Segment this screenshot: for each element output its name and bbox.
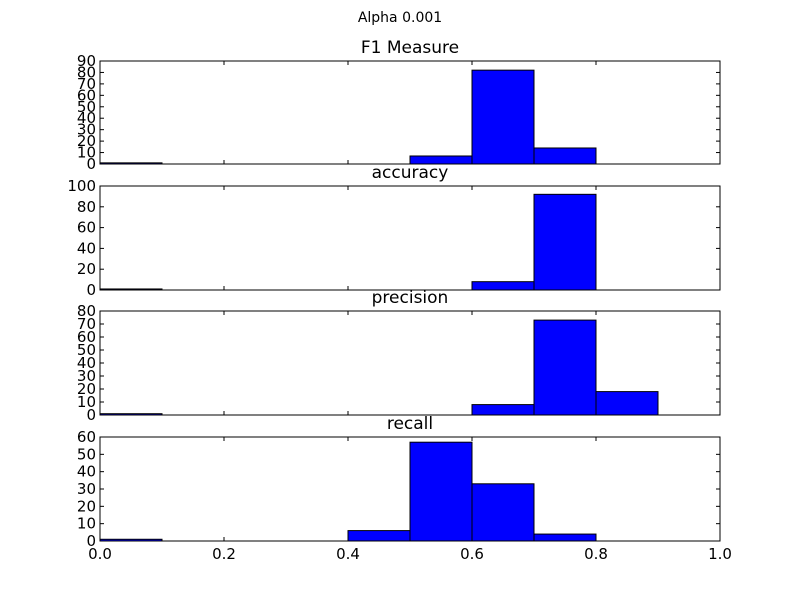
x-tick-label: 1.0: [708, 545, 732, 563]
histogram-bar: [347, 530, 411, 542]
y-tick-label: 40: [77, 463, 96, 481]
y-tick-label: 0: [86, 532, 96, 550]
y-tick-label: 30: [77, 121, 96, 139]
y-tick-label: 10: [77, 144, 96, 162]
y-tick-label: 20: [77, 132, 96, 150]
panel-title: F1 Measure: [361, 38, 459, 58]
y-tick-label: 50: [77, 341, 96, 359]
histogram-bar: [409, 441, 473, 542]
y-tick-label: 30: [77, 367, 96, 385]
y-tick-label: 0: [86, 281, 96, 299]
histogram-bar: [471, 281, 535, 291]
y-tick-label: 80: [77, 302, 96, 320]
x-tick-label: 0.6: [460, 545, 484, 563]
histogram-bar: [471, 404, 535, 416]
panel-title: precision: [372, 288, 449, 308]
panel-title: accuracy: [372, 163, 449, 183]
panel-title: recall: [387, 414, 433, 434]
y-tick-label: 20: [77, 260, 96, 278]
y-tick-label: 40: [77, 239, 96, 257]
y-tick-label: 50: [77, 98, 96, 116]
x-tick-label: 0.4: [336, 545, 360, 563]
y-tick-label: 10: [77, 515, 96, 533]
y-tick-label: 0: [86, 406, 96, 424]
y-tick-label: 20: [77, 380, 96, 398]
y-tick-label: 80: [77, 198, 96, 216]
figure-suptitle: Alpha 0.001: [357, 10, 443, 26]
axes-frame: [99, 60, 721, 165]
x-tick-label: 0.2: [212, 545, 236, 563]
histogram-bar: [595, 391, 659, 416]
histogram-bar: [471, 69, 535, 165]
axes-frame: [99, 185, 721, 291]
y-tick-label: 60: [77, 219, 96, 237]
y-tick-label: 60: [77, 86, 96, 104]
y-tick-label: 60: [77, 428, 96, 446]
y-tick-label: 80: [77, 63, 96, 81]
y-tick-label: 70: [77, 75, 96, 93]
x-tick-label: 0.0: [88, 545, 112, 563]
y-tick-label: 40: [77, 109, 96, 127]
histogram-bar: [533, 533, 597, 542]
y-tick-label: 0: [86, 155, 96, 173]
x-tick-label: 0.8: [584, 545, 608, 563]
y-tick-label: 30: [77, 480, 96, 498]
y-tick-label: 90: [77, 52, 96, 70]
y-tick-label: 20: [77, 497, 96, 515]
y-tick-label: 100: [67, 177, 96, 195]
histogram-bar: [533, 319, 597, 416]
histogram-bar: [533, 193, 597, 291]
y-tick-label: 10: [77, 393, 96, 411]
y-tick-label: 60: [77, 328, 96, 346]
histogram-bar: [533, 147, 597, 165]
y-tick-label: 40: [77, 354, 96, 372]
y-tick-label: 50: [77, 445, 96, 463]
histogram-bar: [471, 483, 535, 542]
y-tick-label: 70: [77, 315, 96, 333]
